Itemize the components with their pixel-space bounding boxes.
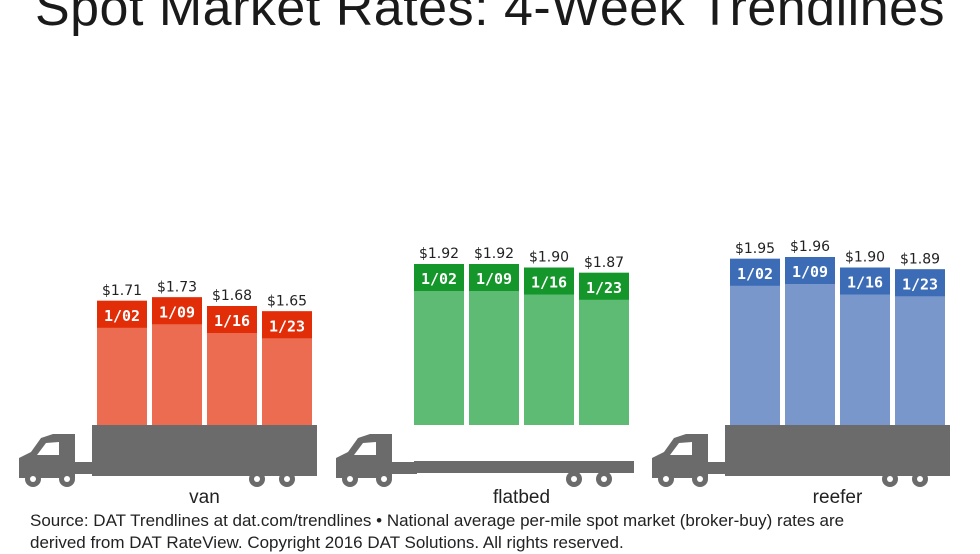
trailer-reefer (725, 425, 950, 476)
truck-chassis-flatbed (392, 462, 417, 474)
bar-date-label-reefer-2: 1/16 (847, 274, 883, 292)
bar-date-label-flatbed-1: 1/09 (476, 270, 512, 288)
truck-chassis-reefer (708, 462, 733, 474)
bar-date-label-reefer-3: 1/23 (902, 275, 938, 293)
bar-value-label-flatbed-3: $1.87 (584, 255, 624, 271)
bar-value-label-flatbed-0: $1.92 (419, 246, 459, 262)
truck-chassis-van (75, 462, 100, 474)
truck-hub-van-0 (30, 476, 36, 482)
bar-date-label-van-0: 1/02 (104, 307, 140, 325)
source-line-2: derived from DAT RateView. Copyright 201… (30, 533, 624, 552)
bar-value-label-reefer-1: $1.96 (790, 239, 830, 255)
bar-date-band-flatbed-3 (579, 272, 629, 300)
truck-hub-flatbed-0 (347, 476, 353, 482)
trailer-van (92, 425, 317, 476)
bar-date-label-reefer-1: 1/09 (792, 263, 828, 281)
bar-date-band-reefer-1 (785, 257, 835, 284)
trailer-flatbed (414, 461, 634, 473)
truck-cab-flatbed (336, 434, 392, 478)
bar-value-label-reefer-0: $1.95 (735, 241, 775, 257)
bar-date-label-flatbed-0: 1/02 (421, 270, 457, 288)
bar-date-band-flatbed-0 (414, 264, 464, 291)
chart-title: Spot Market Rates: 4-Week Trendlines (34, 0, 946, 37)
bar-value-label-van-2: $1.68 (212, 288, 252, 304)
bar-date-band-van-0 (97, 300, 147, 328)
bar-reefer-0 (730, 258, 780, 425)
truck-hub-flatbed-2 (571, 476, 577, 482)
bar-value-label-reefer-3: $1.89 (900, 251, 940, 267)
truck-cab-reefer (652, 434, 708, 478)
bar-date-band-van-3 (262, 311, 312, 339)
bar-value-label-flatbed-2: $1.90 (529, 250, 569, 266)
bar-value-label-van-3: $1.65 (267, 293, 307, 309)
bar-date-label-flatbed-3: 1/23 (586, 279, 622, 297)
group-label-van: van (189, 487, 220, 508)
bar-date-label-van-1: 1/09 (159, 303, 195, 321)
bar-date-band-reefer-0 (730, 258, 780, 286)
truck-hub-flatbed-3 (601, 476, 607, 482)
truck-hub-reefer-1 (697, 476, 703, 482)
truck-hub-van-2 (254, 476, 260, 482)
truck-window-reefer (670, 442, 692, 455)
group-label-flatbed: flatbed (493, 487, 550, 508)
truck-hub-flatbed-1 (381, 476, 387, 482)
bar-value-label-flatbed-1: $1.92 (474, 246, 514, 262)
truck-cab-van (19, 434, 75, 478)
bar-value-label-van-1: $1.73 (157, 279, 197, 295)
truck-window-flatbed (354, 442, 376, 455)
bar-date-label-van-3: 1/23 (269, 317, 305, 335)
bar-date-band-van-2 (207, 306, 257, 333)
truck-window-van (37, 442, 59, 455)
bar-date-band-reefer-2 (840, 267, 890, 295)
bar-reefer-1 (785, 257, 835, 425)
bar-value-label-reefer-2: $1.90 (845, 250, 885, 266)
bar-date-label-van-2: 1/16 (214, 312, 250, 330)
bar-date-label-flatbed-2: 1/16 (531, 274, 567, 292)
bar-date-band-van-1 (152, 297, 202, 325)
bar-value-label-van-0: $1.71 (102, 283, 142, 299)
bar-date-band-flatbed-1 (469, 264, 519, 291)
group-label-reefer: reefer (813, 487, 863, 508)
truck-hub-van-1 (64, 476, 70, 482)
truck-hub-van-3 (284, 476, 290, 482)
source-line-1: Source: DAT Trendlines at dat.com/trendl… (30, 511, 845, 530)
source-note: Source: DAT Trendlines at dat.com/trendl… (30, 510, 970, 554)
truck-hub-reefer-0 (663, 476, 669, 482)
bar-date-label-reefer-0: 1/02 (737, 265, 773, 283)
truck-hub-reefer-2 (887, 476, 893, 482)
bar-date-band-flatbed-2 (524, 267, 574, 295)
truck-hub-reefer-3 (917, 476, 923, 482)
bar-date-band-reefer-3 (895, 269, 945, 297)
